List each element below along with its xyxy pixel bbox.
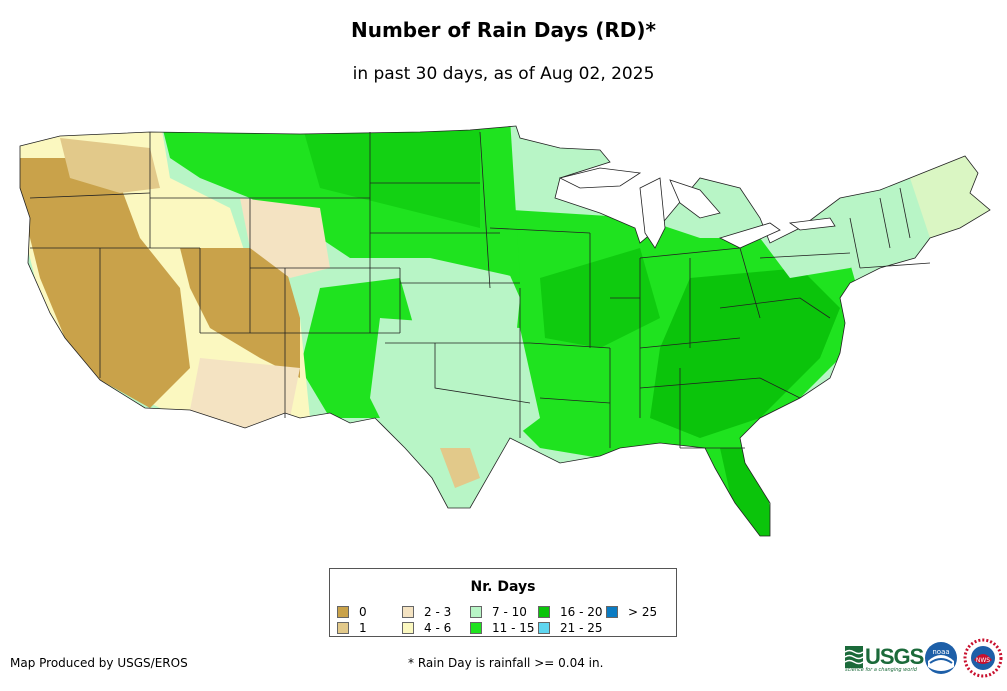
- legend-swatch: [606, 605, 618, 618]
- legend-item-over-25: > 25: [606, 604, 658, 619]
- legend-item-11-15: 11 - 15: [470, 620, 535, 635]
- legend-swatch: [402, 605, 414, 618]
- us-rain-days-map: [19, 125, 991, 537]
- usgs-tagline: science for a changing world: [845, 667, 917, 673]
- legend-label: 2 - 3: [424, 604, 452, 619]
- legend-label: 4 - 6: [424, 620, 452, 635]
- legend-item-4-6: 4 - 6: [402, 620, 452, 635]
- legend-swatch: [470, 621, 482, 634]
- legend-item-0: 0: [337, 604, 367, 619]
- legend-swatch: [470, 605, 482, 618]
- legend-swatch: [402, 621, 414, 634]
- great-lakes: [558, 167, 836, 249]
- noaa-text: noaa: [932, 648, 949, 656]
- nws-text: NWS: [976, 657, 990, 664]
- legend-item-21-25: 21 - 25: [538, 620, 603, 635]
- legend-swatch: [538, 605, 550, 618]
- legend-label: 16 - 20: [560, 604, 603, 619]
- legend-title: Nr. Days: [470, 579, 536, 595]
- legend-item-2-3: 2 - 3: [402, 604, 452, 619]
- rain-day-footnote: * Rain Day is rainfall >= 0.04 in.: [408, 656, 604, 670]
- legend: Nr. Days 0 1 2 - 3 4 - 6 7 - 10 11 - 15 …: [329, 568, 677, 637]
- usgs-wordmark: USGS: [865, 644, 924, 669]
- legend-item-16-20: 16 - 20: [538, 604, 603, 619]
- usgs-wave-icon: [845, 646, 863, 668]
- legend-item-1: 1: [337, 620, 367, 635]
- credit-text: Map Produced by USGS/EROS: [10, 656, 188, 670]
- legend-label: 7 - 10: [492, 604, 527, 619]
- legend-label: 11 - 15: [492, 620, 535, 635]
- legend-swatch: [337, 621, 349, 634]
- rain-days-fill: [20, 126, 990, 536]
- legend-swatch: [337, 605, 349, 618]
- usgs-logo: USGS: [845, 644, 924, 670]
- legend-item-7-10: 7 - 10: [470, 604, 527, 619]
- noaa-logo-icon: noaa: [925, 642, 957, 674]
- legend-swatch: [538, 621, 550, 634]
- legend-label: > 25: [628, 604, 658, 619]
- state-boundaries: [19, 125, 991, 537]
- legend-label: 21 - 25: [560, 620, 603, 635]
- legend-label: 1: [359, 620, 367, 635]
- nws-logo-icon: NWS: [963, 638, 1003, 678]
- map-title: Number of Rain Days (RD)*: [350, 18, 656, 42]
- legend-label: 0: [359, 604, 367, 619]
- map-subtitle: in past 30 days, as of Aug 02, 2025: [352, 64, 655, 84]
